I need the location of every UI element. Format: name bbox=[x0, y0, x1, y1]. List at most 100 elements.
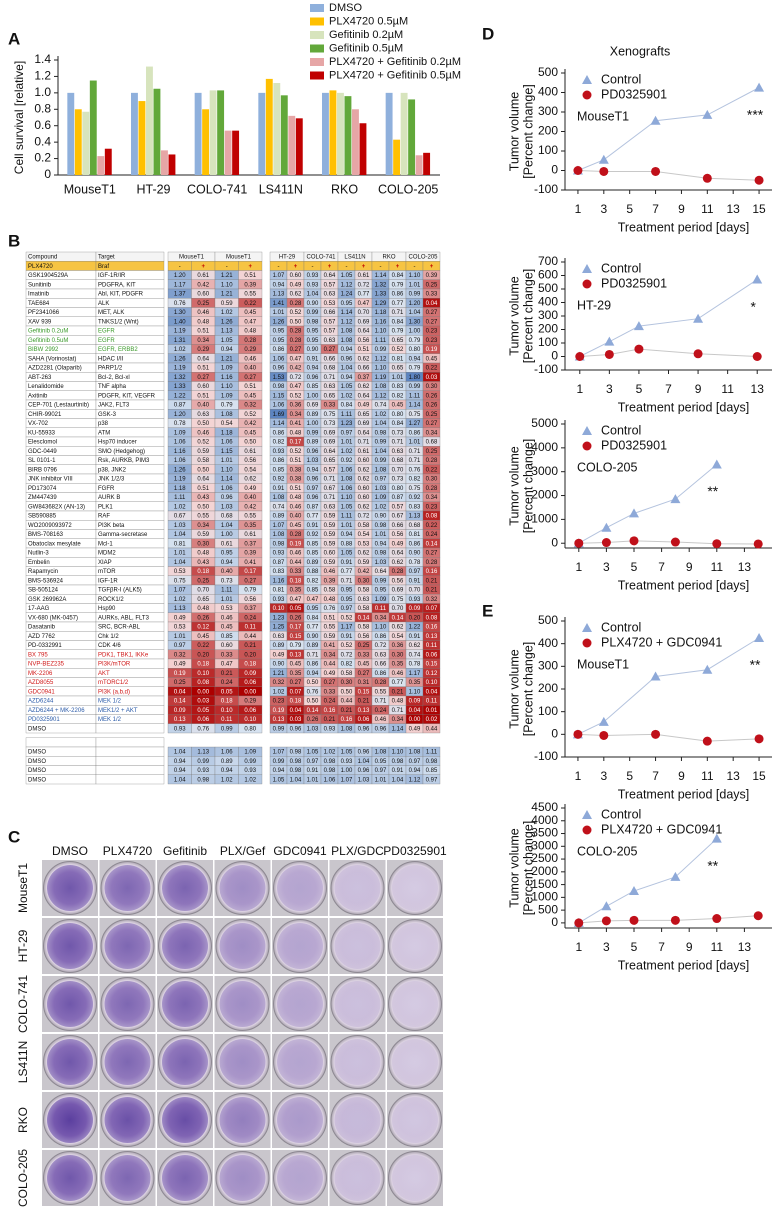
table-text: 0.86 bbox=[392, 292, 404, 298]
table-text: 0.50 bbox=[197, 421, 209, 427]
x-tick-label: 1 bbox=[575, 560, 582, 574]
table-text: 0.46 bbox=[244, 356, 256, 362]
x-tick-label: COLO-205 bbox=[378, 182, 438, 196]
table-text: 1.69 bbox=[273, 412, 285, 418]
table-text: 0.55 bbox=[197, 514, 209, 520]
bar bbox=[415, 155, 423, 175]
table-text: 0.82 bbox=[273, 440, 285, 446]
bar bbox=[322, 92, 329, 175]
table-text: 1.32 bbox=[174, 375, 186, 381]
x-tick-label: 5 bbox=[631, 560, 638, 574]
table-text: 0.76 bbox=[324, 606, 336, 612]
plate-stain bbox=[219, 1097, 266, 1143]
table-text: Hsp90 bbox=[98, 606, 116, 612]
table-text: 1.05 bbox=[341, 504, 353, 510]
table-text: 0.53 bbox=[358, 541, 370, 547]
plate-stain bbox=[219, 981, 266, 1027]
table-text: CDK 4/6 bbox=[98, 643, 121, 649]
table-text: 0.71 bbox=[358, 440, 370, 446]
table-text: 0.76 bbox=[307, 689, 319, 695]
table-text: 0.30 bbox=[392, 652, 404, 658]
table-text: 1.02 bbox=[341, 393, 353, 399]
table-text: 0.95 bbox=[221, 551, 233, 557]
table-text: 0.91 bbox=[409, 634, 421, 640]
legend-marker bbox=[582, 441, 592, 451]
series-line bbox=[578, 540, 759, 545]
table-text: 1.14 bbox=[409, 403, 421, 409]
table-text: 0.97 bbox=[341, 606, 353, 612]
x-tick-label: 7 bbox=[665, 382, 672, 396]
table-text: 0.60 bbox=[358, 495, 370, 501]
table-text: 0.96 bbox=[307, 375, 319, 381]
table-text: 1.09 bbox=[221, 393, 233, 399]
table-text: 0.26 bbox=[290, 615, 302, 621]
table-text: 0.66 bbox=[392, 523, 404, 529]
table-text: PI3K/mTOR bbox=[98, 662, 131, 668]
column-label: GDC0941 bbox=[273, 844, 327, 858]
table-text: JNK inhibitor VIII bbox=[28, 477, 73, 483]
table-text: 0.28 bbox=[290, 301, 302, 307]
table-text: 0.49 bbox=[244, 486, 256, 492]
table-text: 0.61 bbox=[221, 541, 233, 547]
x-tick-label: COLO-741 bbox=[187, 182, 247, 196]
table-text: 0.20 bbox=[244, 652, 256, 658]
significance: *** bbox=[747, 106, 764, 122]
table-text: 0.33 bbox=[221, 652, 233, 658]
table-text: 1.17 bbox=[341, 625, 353, 631]
table-text: 0.64 bbox=[324, 449, 336, 455]
x-tick-label: 13 bbox=[738, 560, 752, 574]
plate-stain bbox=[162, 1155, 208, 1201]
table-text: 0.53 bbox=[174, 625, 186, 631]
table-text: ALK bbox=[98, 301, 109, 307]
table-text: 0.44 bbox=[244, 634, 256, 640]
table-text: 0.99 bbox=[307, 310, 319, 316]
table-text: 0.90 bbox=[307, 347, 319, 353]
table-text: DMSO bbox=[28, 759, 46, 765]
table-text: 0.91 bbox=[392, 768, 404, 774]
table-text: 0.28 bbox=[290, 329, 302, 335]
table-text: 0.11 bbox=[221, 717, 233, 723]
column-label: PLX4720 bbox=[103, 844, 153, 858]
legend-label: Control bbox=[601, 423, 641, 437]
table-text: 0.91 bbox=[273, 486, 285, 492]
table-text: 0.65 bbox=[197, 597, 209, 603]
legend-swatch bbox=[310, 71, 324, 80]
table-text: 0.85 bbox=[307, 551, 319, 557]
table-text: 1.08 bbox=[341, 329, 353, 335]
table-text: 1.01 bbox=[174, 551, 186, 557]
table-text: AZD2281 (Olaparib) bbox=[28, 366, 82, 372]
table-text: 0.23 bbox=[426, 329, 438, 335]
table-text: 0.94 bbox=[409, 356, 421, 362]
table-text: 0.33 bbox=[324, 689, 336, 695]
table-text: 0.34 bbox=[324, 652, 336, 658]
table-text: 0.79 bbox=[409, 338, 421, 344]
table-text: 0.45 bbox=[290, 662, 302, 668]
bar bbox=[344, 96, 352, 175]
table-text: 0.69 bbox=[358, 421, 370, 427]
table-text: GDC0941 bbox=[28, 689, 55, 695]
table-text: 0.34 bbox=[290, 412, 302, 418]
table-text: 0.56 bbox=[244, 597, 256, 603]
table-text: + bbox=[362, 264, 366, 270]
table-text: 0.51 bbox=[244, 273, 256, 279]
table-text: 1.11 bbox=[375, 338, 387, 344]
table-text: 0.43 bbox=[197, 560, 209, 566]
table-text: 0.79 bbox=[290, 643, 302, 649]
table-text: 0.63 bbox=[358, 597, 370, 603]
table-text: 0.59 bbox=[324, 541, 336, 547]
table-text: 1.04 bbox=[307, 292, 319, 298]
table-text: 0.46 bbox=[290, 551, 302, 557]
table-text: 0.34 bbox=[392, 717, 404, 723]
data-point bbox=[753, 539, 763, 549]
table-text: 0.50 bbox=[197, 467, 209, 473]
legend-label: Control bbox=[601, 72, 641, 86]
table-text: 0.60 bbox=[197, 384, 209, 390]
table-text: 0.27 bbox=[324, 680, 336, 686]
table-text: 0.97 bbox=[426, 777, 438, 783]
table-text: 0.33 bbox=[426, 292, 438, 298]
table-text: 0.56 bbox=[392, 532, 404, 538]
table-text: 1.02 bbox=[324, 750, 336, 756]
table-text: COLO-205 bbox=[408, 255, 438, 261]
plate-stain bbox=[162, 1039, 208, 1085]
y-tick-label: 0 bbox=[44, 167, 51, 181]
